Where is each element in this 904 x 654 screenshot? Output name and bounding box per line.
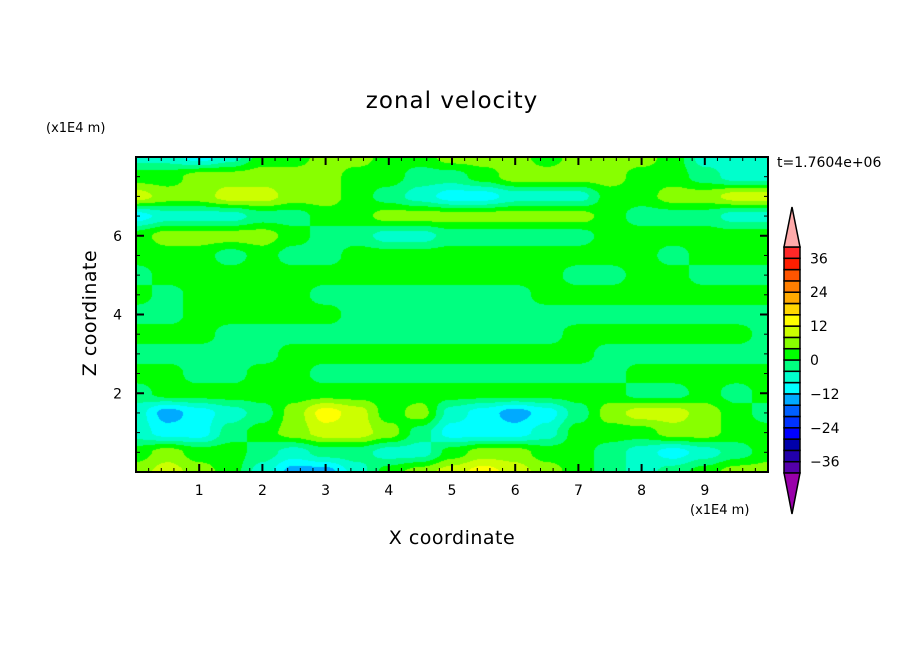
colorbar-tick-label: 36: [810, 251, 828, 267]
x-tick-label: 8: [637, 483, 646, 499]
colorbar-box: [783, 404, 801, 418]
x-tick-label: 7: [574, 483, 583, 499]
x-tick-label: 2: [258, 483, 267, 499]
x-unit-label: (x1E4 m): [690, 503, 750, 518]
colorbar-box: [783, 460, 801, 474]
plot-frame: [135, 156, 769, 473]
y-tick-label: 6: [113, 229, 122, 245]
colorbar-tick-label: −36: [810, 455, 840, 471]
colorbar-box: [783, 336, 801, 350]
x-tick-label: 5: [448, 483, 457, 499]
x-tick-label: 4: [384, 483, 393, 499]
colorbar-box: [783, 347, 801, 361]
colorbar-box: [783, 325, 801, 339]
colorbar-tick-label: 0: [810, 353, 819, 369]
colorbar-tick-label: −12: [810, 387, 840, 403]
colorbar-box: [783, 381, 801, 395]
colorbar-box: [783, 449, 801, 463]
colorbar-box: [783, 302, 801, 316]
colorbar-tick-label: 24: [810, 285, 828, 301]
x-tick-label: 9: [700, 483, 709, 499]
contour-field: [136, 157, 768, 472]
colorbar-box: [783, 314, 801, 327]
x-tick-label: 1: [195, 483, 204, 499]
colorbar-box: [783, 370, 801, 384]
colorbar-box: [783, 257, 801, 271]
colorbar-box: [783, 359, 801, 373]
colorbar-box: [783, 246, 801, 260]
y-tick-label: 2: [113, 386, 122, 402]
chart-title: zonal velocity: [365, 88, 539, 114]
colorbar-box: [783, 291, 801, 305]
colorbar-box: [783, 427, 801, 440]
x-tick-label: 6: [511, 483, 520, 499]
colorbar-over-arrow: [783, 206, 801, 248]
colorbar-box: [783, 438, 801, 452]
colorbar-tick-label: −24: [810, 421, 840, 437]
y-unit-label: (x1E4 m): [46, 121, 106, 136]
colorbar-box: [783, 393, 801, 406]
y-tick-label: 4: [113, 308, 122, 324]
colorbar-box: [783, 280, 801, 293]
colorbar-tick-label: 12: [810, 319, 828, 335]
colorbar-under-arrow: [783, 472, 801, 515]
x-axis-label: X coordinate: [388, 527, 516, 549]
time-annotation: t=1.7604e+06: [777, 155, 882, 171]
colorbar-box: [783, 415, 801, 429]
colorbar-box: [783, 268, 801, 282]
x-tick-label: 3: [321, 483, 330, 499]
